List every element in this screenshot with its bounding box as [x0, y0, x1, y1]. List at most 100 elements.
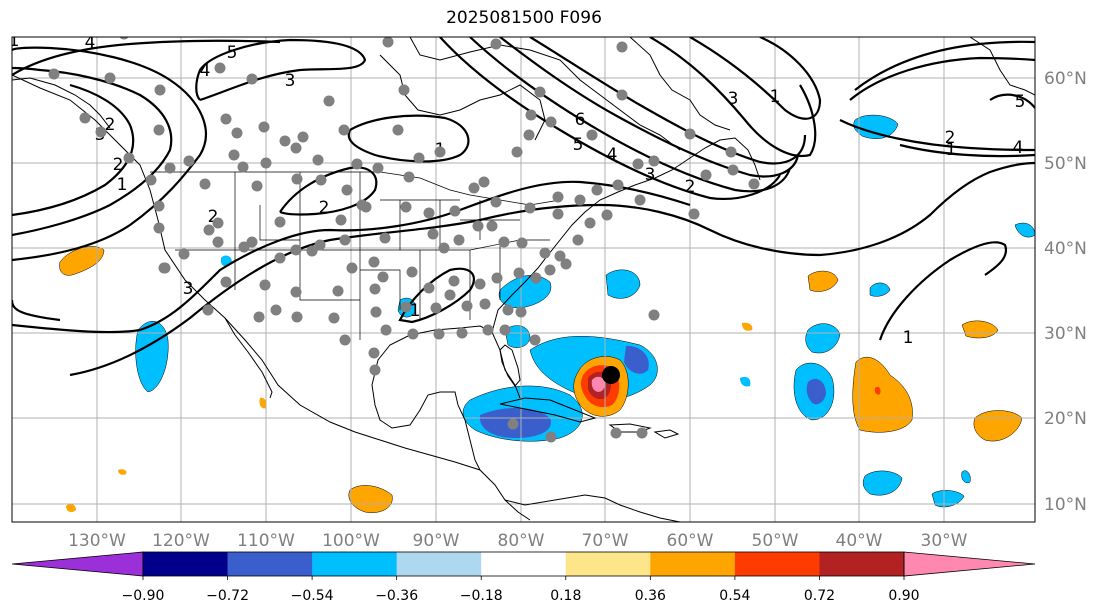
station-marker: [154, 125, 165, 136]
colorbar-segment: [228, 552, 313, 576]
station-marker: [689, 209, 700, 220]
station-marker: [473, 221, 484, 232]
station-marker: [340, 335, 351, 346]
station-marker: [404, 172, 415, 183]
station-marker: [124, 153, 135, 164]
station-marker: [261, 158, 272, 169]
station-marker: [491, 197, 502, 208]
station-marker: [499, 237, 510, 248]
longitude-axis: 130°W 120°W 110°W 100°W 90°W 80°W 70°W 60°W 50°W…: [68, 531, 968, 551]
station-marker: [540, 248, 551, 259]
colorbar-segment: [650, 552, 735, 576]
colorbar-extend-low: [12, 552, 143, 576]
station-marker: [503, 305, 514, 316]
station-marker: [685, 129, 696, 140]
station-marker: [275, 253, 286, 264]
station-marker: [424, 208, 435, 219]
station-marker: [292, 312, 303, 323]
station-marker: [592, 185, 603, 196]
station-marker: [449, 276, 460, 287]
station-marker: [254, 312, 265, 323]
longitude-tick-label: 30°W: [921, 531, 968, 551]
station-marker: [324, 96, 335, 107]
station-marker: [146, 175, 157, 186]
contour-label: 2: [113, 155, 124, 175]
station-marker: [342, 185, 353, 196]
colorbar-segment: [735, 552, 820, 576]
station-marker: [238, 162, 249, 173]
station-marker: [445, 290, 456, 301]
colorbar-tick-label: −0.90: [122, 588, 165, 604]
station-marker: [439, 243, 450, 254]
station-marker: [525, 203, 536, 214]
station-marker: [649, 310, 660, 321]
colorbar-segment: [566, 552, 651, 576]
storm-center-marker[interactable]: [602, 366, 620, 384]
colorbar-tick-label: −0.36: [375, 588, 418, 604]
contour-label: 1: [117, 175, 128, 195]
station-marker: [637, 428, 648, 439]
station-marker: [450, 206, 461, 217]
station-marker: [340, 235, 351, 246]
contour-label: 6: [575, 110, 586, 130]
station-marker: [221, 114, 232, 125]
station-marker: [352, 159, 363, 170]
station-marker: [475, 279, 486, 290]
station-marker: [371, 307, 382, 318]
station-marker: [749, 179, 760, 190]
latitude-tick-label: 30°N: [1044, 324, 1087, 344]
station-marker: [617, 42, 628, 53]
station-marker: [259, 122, 270, 133]
contour-label: 5: [573, 135, 584, 155]
station-marker: [524, 130, 535, 141]
station-marker: [428, 229, 439, 240]
station-marker: [96, 127, 107, 138]
colorbar-segment: [143, 552, 228, 576]
station-marker: [480, 299, 491, 310]
station-marker: [378, 272, 389, 283]
station-marker: [454, 235, 465, 246]
station-marker: [611, 428, 622, 439]
station-marker: [535, 87, 546, 98]
station-marker: [380, 233, 391, 244]
station-marker: [160, 263, 171, 274]
longitude-tick-label: 90°W: [413, 531, 460, 551]
colorbar-segment: [397, 552, 482, 576]
station-marker: [613, 180, 624, 191]
station-marker: [546, 117, 557, 128]
latitude-axis: 60°N50°N40°N30°N20°N10°N: [1044, 69, 1087, 515]
station-marker: [526, 110, 537, 121]
station-marker: [381, 325, 392, 336]
station-marker: [179, 249, 190, 260]
station-marker: [462, 301, 473, 312]
station-marker: [517, 238, 528, 249]
station-marker: [370, 284, 381, 295]
station-marker: [399, 85, 410, 96]
station-marker: [545, 265, 556, 276]
contour-label: 4: [200, 61, 211, 81]
colorbar-tick-label: 0.54: [719, 588, 750, 604]
station-marker: [635, 195, 646, 206]
contour-label: 5: [1015, 92, 1026, 112]
station-marker: [271, 305, 282, 316]
station-marker: [508, 419, 519, 430]
station-marker: [728, 165, 739, 176]
station-marker: [414, 153, 425, 164]
station-marker: [553, 192, 564, 203]
station-marker: [469, 183, 480, 194]
station-marker: [431, 303, 442, 314]
station-marker: [373, 163, 384, 174]
station-marker: [292, 174, 303, 185]
station-marker: [457, 328, 468, 339]
station-marker: [333, 286, 344, 297]
station-marker: [200, 179, 211, 190]
station-marker: [247, 74, 258, 85]
station-marker: [602, 210, 613, 221]
contour-label: 1: [770, 87, 781, 107]
station-marker: [119, 29, 130, 40]
contour-label: 3: [645, 165, 656, 185]
station-marker: [329, 313, 340, 324]
station-marker: [561, 259, 572, 270]
longitude-tick-label: 110°W: [237, 531, 295, 551]
